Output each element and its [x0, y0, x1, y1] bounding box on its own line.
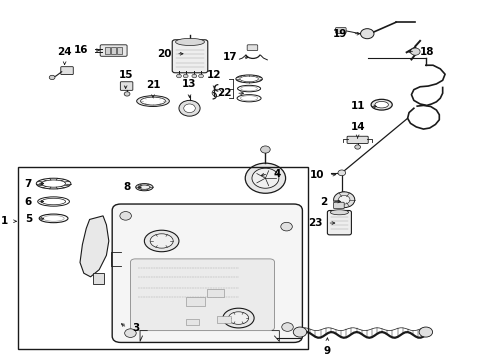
Text: 6: 6: [25, 197, 32, 207]
FancyBboxPatch shape: [120, 82, 133, 90]
Ellipse shape: [136, 184, 153, 191]
Text: 19: 19: [332, 29, 347, 39]
Ellipse shape: [137, 96, 169, 107]
Ellipse shape: [239, 76, 258, 82]
Circle shape: [337, 170, 345, 176]
Bar: [185, 297, 204, 306]
Ellipse shape: [223, 308, 254, 328]
FancyBboxPatch shape: [112, 204, 302, 342]
Text: 16: 16: [74, 45, 88, 55]
FancyBboxPatch shape: [246, 45, 257, 50]
FancyBboxPatch shape: [61, 67, 73, 75]
Ellipse shape: [36, 178, 71, 189]
Circle shape: [191, 74, 196, 78]
Circle shape: [183, 74, 188, 78]
Ellipse shape: [140, 97, 165, 105]
Text: 20: 20: [157, 49, 171, 59]
Ellipse shape: [235, 75, 262, 83]
Text: 9: 9: [323, 346, 330, 356]
Text: 17: 17: [223, 52, 237, 62]
Bar: [185, 319, 199, 325]
Circle shape: [418, 327, 432, 337]
Circle shape: [354, 145, 360, 149]
Circle shape: [183, 104, 195, 113]
Text: 15: 15: [118, 70, 133, 80]
Polygon shape: [80, 216, 109, 277]
Circle shape: [338, 195, 349, 204]
Circle shape: [245, 163, 285, 193]
Bar: [93, 273, 104, 284]
Text: 21: 21: [145, 80, 160, 90]
Circle shape: [260, 146, 270, 153]
Text: 3: 3: [132, 323, 139, 333]
Circle shape: [333, 192, 354, 208]
Text: 14: 14: [349, 122, 364, 132]
Bar: [111, 47, 116, 54]
Bar: [117, 47, 122, 54]
Text: 18: 18: [419, 46, 434, 57]
Circle shape: [293, 327, 306, 337]
Circle shape: [198, 74, 203, 78]
Circle shape: [281, 323, 293, 331]
Text: 5: 5: [25, 214, 32, 224]
FancyBboxPatch shape: [100, 45, 127, 56]
Circle shape: [409, 48, 419, 55]
Circle shape: [120, 212, 131, 220]
Text: 7: 7: [24, 179, 32, 189]
Circle shape: [360, 29, 373, 39]
FancyBboxPatch shape: [333, 202, 344, 209]
Circle shape: [124, 92, 130, 96]
Text: 22: 22: [216, 88, 231, 98]
Ellipse shape: [175, 39, 204, 45]
Text: 23: 23: [307, 218, 322, 228]
Text: 24: 24: [57, 48, 72, 57]
Text: 1: 1: [0, 216, 8, 226]
Text: 11: 11: [349, 102, 364, 112]
Ellipse shape: [228, 312, 248, 324]
Text: 12: 12: [207, 70, 221, 80]
Text: 13: 13: [182, 79, 196, 89]
Circle shape: [49, 75, 55, 80]
Circle shape: [280, 222, 292, 231]
Text: 8: 8: [123, 182, 130, 192]
Bar: [217, 316, 231, 323]
Circle shape: [124, 329, 136, 337]
FancyBboxPatch shape: [172, 40, 207, 73]
Ellipse shape: [144, 230, 179, 252]
Ellipse shape: [150, 234, 173, 248]
Ellipse shape: [370, 99, 391, 110]
Circle shape: [176, 74, 181, 78]
Ellipse shape: [138, 185, 150, 189]
Ellipse shape: [329, 210, 348, 215]
Bar: [207, 289, 224, 297]
Ellipse shape: [374, 102, 387, 108]
FancyBboxPatch shape: [335, 28, 346, 33]
Bar: [105, 47, 110, 54]
FancyBboxPatch shape: [130, 259, 274, 330]
Text: 2: 2: [320, 197, 326, 207]
Circle shape: [179, 100, 200, 116]
FancyBboxPatch shape: [326, 211, 351, 235]
FancyBboxPatch shape: [346, 136, 367, 143]
Circle shape: [251, 168, 278, 188]
Bar: [18, 167, 307, 348]
Text: 10: 10: [309, 170, 324, 180]
Ellipse shape: [41, 180, 65, 187]
Text: 4: 4: [272, 168, 280, 179]
